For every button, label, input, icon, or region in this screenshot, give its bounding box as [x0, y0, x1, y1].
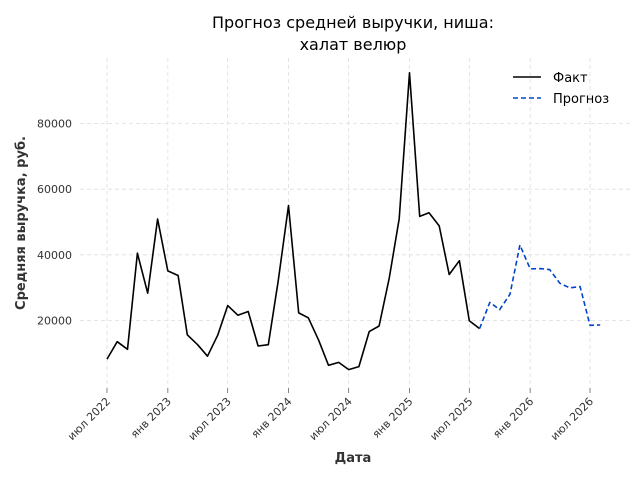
- series-line-fact: [106, 72, 481, 371]
- x-tick-label-0: июл 2022: [65, 395, 113, 443]
- x-axis-label: Дата: [335, 451, 372, 466]
- grid-lines: [80, 58, 630, 388]
- y-tick-label-2: 60000: [37, 183, 72, 196]
- y-tick-label-1: 40000: [37, 249, 72, 262]
- x-tick-label-3: янв 2024: [249, 395, 295, 441]
- chart-title-line-2: халат велюр: [300, 35, 407, 54]
- x-tick-label-5: янв 2025: [370, 395, 416, 441]
- x-tick-label-1: янв 2023: [128, 395, 174, 441]
- x-tick-label-2: июл 2023: [186, 395, 234, 443]
- legend-label-fact: Факт: [553, 71, 588, 86]
- series-layer: [106, 72, 601, 371]
- x-axis-ticks: июл 2022 янв 2023 июл 2023 янв 2024 июл 2024…: [65, 388, 596, 443]
- legend: Факт Прогноз: [513, 71, 609, 107]
- x-tick-label-4: июл 2024: [307, 395, 355, 443]
- x-tick-label-8: июл 2026: [548, 395, 596, 443]
- legend-label-forecast: Прогноз: [553, 92, 609, 107]
- series-line-forecast: [478, 244, 601, 329]
- y-tick-label-0: 20000: [37, 314, 72, 327]
- x-tick-label-6: июл 2025: [427, 395, 475, 443]
- y-axis-ticks: 20000 40000 60000 80000: [37, 118, 72, 328]
- y-axis-label: Средняя выручка, руб.: [14, 136, 29, 310]
- y-tick-label-3: 80000: [37, 118, 72, 131]
- chart-title-line-1: Прогноз средней выручки, ниша:: [212, 13, 494, 32]
- x-tick-label-7: янв 2026: [490, 395, 536, 441]
